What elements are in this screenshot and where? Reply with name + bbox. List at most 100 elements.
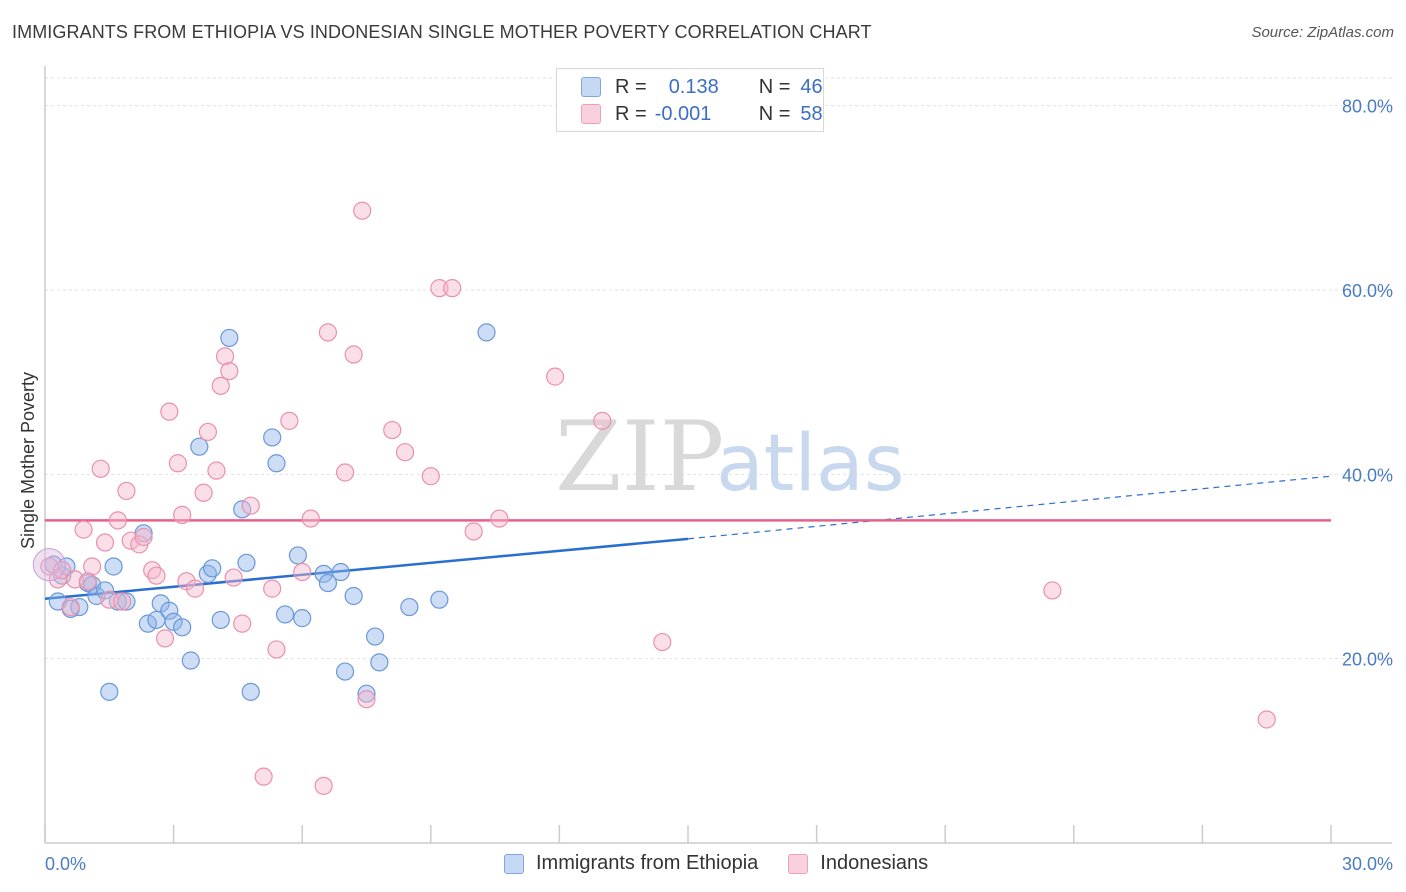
data-point xyxy=(344,586,363,606)
data-point xyxy=(331,562,350,582)
data-point xyxy=(344,345,363,364)
data-point xyxy=(383,420,402,440)
series-ethiopia xyxy=(44,323,496,703)
chart-source: Source: ZipAtlas.com xyxy=(1251,24,1394,41)
data-point xyxy=(211,376,230,395)
legend-row-indonesians: R = -0.001 N = 58 xyxy=(581,101,823,127)
data-point xyxy=(215,347,235,366)
data-point xyxy=(477,323,496,342)
data-point xyxy=(395,443,415,462)
data-point xyxy=(160,402,179,421)
data-point xyxy=(430,279,449,298)
data-point xyxy=(400,597,419,617)
data-point xyxy=(357,684,376,703)
data-point xyxy=(220,361,239,381)
trend-line-ethiopia-extension xyxy=(687,475,1332,540)
data-point xyxy=(220,328,239,348)
data-point xyxy=(108,511,127,530)
x-tick-label-min: 0.0% xyxy=(45,854,86,874)
data-point xyxy=(224,568,243,587)
r-label: R = xyxy=(615,75,647,98)
data-point xyxy=(203,559,222,578)
indonesians-swatch-icon xyxy=(581,104,601,124)
data-point xyxy=(233,614,252,633)
data-point xyxy=(370,653,389,672)
watermark-zip: ZIP xyxy=(555,401,724,513)
legend-item-ethiopia: Immigrants from Ethiopia xyxy=(504,852,758,875)
data-point xyxy=(421,467,440,486)
x-tick-label-max: 30.0% xyxy=(1342,854,1393,874)
data-point xyxy=(241,682,260,701)
data-point xyxy=(168,454,187,473)
legend-item-indonesians: Indonesians xyxy=(788,852,928,875)
data-point xyxy=(237,553,256,572)
data-point xyxy=(117,481,136,501)
legend-label-indonesians: Indonesians xyxy=(820,852,929,874)
data-point xyxy=(241,496,260,515)
data-point xyxy=(160,601,179,620)
data-point xyxy=(155,629,175,648)
stats-legend: R = 0.138 N = 46 R = -0.001 N = 58 xyxy=(556,68,824,132)
r-value: 0.138 xyxy=(668,75,719,98)
y-tick-label: 80.0% xyxy=(1342,97,1393,117)
data-points xyxy=(32,201,1276,795)
data-point xyxy=(254,767,273,786)
data-point xyxy=(113,592,132,611)
data-point xyxy=(181,651,200,670)
data-point xyxy=(357,690,376,709)
data-point xyxy=(490,509,509,528)
data-point xyxy=(293,562,312,582)
data-point xyxy=(100,682,119,701)
data-point xyxy=(61,597,80,617)
data-point xyxy=(78,572,97,591)
data-point xyxy=(546,367,565,386)
n-label: N = xyxy=(758,102,791,125)
data-point xyxy=(353,201,372,220)
data-point xyxy=(1043,581,1062,600)
series-indonesians xyxy=(40,201,1276,795)
data-point xyxy=(267,640,286,659)
chart-title: IMMIGRANTS FROM ETHIOPIA VS INDONESIAN S… xyxy=(12,22,872,42)
data-point xyxy=(293,609,312,628)
y-tick-label: 40.0% xyxy=(1342,465,1393,485)
n-value: 46 xyxy=(800,75,823,98)
data-point xyxy=(430,590,449,609)
data-point xyxy=(74,520,93,539)
data-point xyxy=(280,411,299,430)
n-label: N = xyxy=(758,75,791,98)
y-axis-label: Single Mother Poverty xyxy=(18,372,38,549)
data-point xyxy=(53,561,72,580)
y-tick-label: 20.0% xyxy=(1342,650,1393,670)
data-point xyxy=(318,573,338,593)
data-point xyxy=(1257,710,1276,729)
data-point xyxy=(95,533,115,552)
legend-row-ethiopia: R = 0.138 N = 46 xyxy=(581,74,823,100)
data-point xyxy=(314,776,333,795)
data-point xyxy=(211,610,230,630)
trend-line-ethiopia xyxy=(44,537,689,600)
watermark-atlas: atlas xyxy=(716,419,905,509)
data-point xyxy=(95,581,115,600)
r-value: -0.001 xyxy=(654,102,712,125)
axis-labels: 20.0% 40.0% 60.0% 80.0% 0.0% 30.0% Single Moth… xyxy=(18,97,1393,874)
data-point xyxy=(301,509,320,528)
data-point xyxy=(104,557,123,576)
data-point-cluster xyxy=(32,548,66,582)
data-point xyxy=(318,323,338,342)
watermark: ZIP atlas xyxy=(555,401,905,513)
data-point xyxy=(443,279,462,298)
indonesians-swatch-icon xyxy=(788,853,809,874)
axes xyxy=(44,66,1392,844)
trend-lines xyxy=(44,475,1332,600)
data-point xyxy=(147,566,166,585)
ethiopia-swatch-icon xyxy=(504,853,524,874)
data-point xyxy=(190,437,209,456)
n-value: 58 xyxy=(800,102,823,125)
r-label: R = xyxy=(615,102,647,125)
series-legend: Immigrants from Ethiopia Indonesians xyxy=(504,852,958,875)
data-point xyxy=(91,459,110,478)
data-point xyxy=(134,527,153,547)
ethiopia-swatch-icon xyxy=(581,77,601,97)
data-point xyxy=(464,522,483,541)
